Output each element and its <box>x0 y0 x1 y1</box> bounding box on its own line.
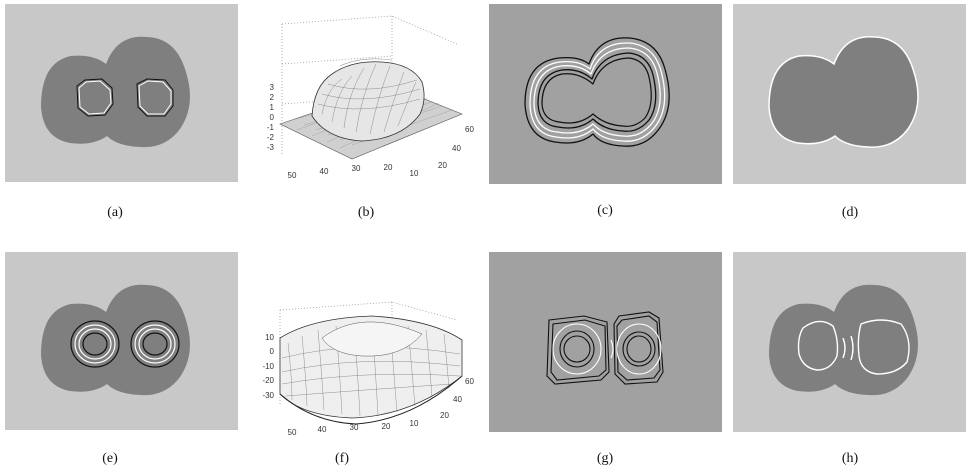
caption-b: (b) <box>357 205 375 220</box>
panel-g-image <box>489 252 722 432</box>
f-y-tick: 40 <box>453 395 462 404</box>
panel-c-image <box>489 4 722 184</box>
f-x-tick: 30 <box>350 423 359 432</box>
b-z-tick: -3 <box>267 143 275 152</box>
b-z-tick: 3 <box>270 83 275 92</box>
caption-h: (h) <box>841 451 859 466</box>
caption-c: (c) <box>597 203 613 218</box>
b-x-tick: 20 <box>384 163 393 172</box>
f-z-tick: -20 <box>262 376 274 385</box>
panel-a-image <box>5 4 238 182</box>
b-x-tick: 50 <box>288 171 297 180</box>
f-z-tick: 0 <box>270 347 275 356</box>
b-z-tick: -1 <box>267 123 275 132</box>
caption-e: (e) <box>102 451 118 466</box>
b-y-tick: 40 <box>452 144 461 153</box>
b-x-tick: 40 <box>320 167 329 176</box>
b-y-tick: 20 <box>438 161 447 170</box>
caption-g: (g) <box>596 451 614 466</box>
f-y-tick: 60 <box>465 377 474 386</box>
panel-d-image <box>733 4 966 184</box>
f-z-tick: -10 <box>262 362 274 371</box>
caption-a: (a) <box>107 205 123 220</box>
panel-h-image <box>733 252 966 432</box>
b-z-tick: 1 <box>270 103 275 112</box>
b-x-tick: 10 <box>410 169 419 178</box>
f-x-tick: 20 <box>382 422 391 431</box>
f-z-tick: -30 <box>262 391 274 400</box>
f-x-tick: 40 <box>318 425 327 434</box>
panel-b-surface-plot: 3 2 1 0 -1 -2 -3 50 40 30 20 10 60 40 20 <box>252 4 480 194</box>
b-x-tick: 30 <box>352 164 361 173</box>
b-y-tick: 60 <box>465 125 474 134</box>
caption-f: (f) <box>335 451 349 466</box>
f-x-tick: 50 <box>288 428 297 437</box>
caption-d: (d) <box>841 205 859 220</box>
f-z-tick: 10 <box>265 333 274 342</box>
b-z-tick: 0 <box>270 113 275 122</box>
b-z-tick: -2 <box>267 133 275 142</box>
b-z-tick: 2 <box>270 93 275 102</box>
panel-f-surface-plot: 10 0 -10 -20 -30 50 40 30 20 10 60 40 20 <box>252 298 480 448</box>
f-x-tick: 10 <box>410 419 419 428</box>
panel-e-image <box>5 252 238 430</box>
f-y-tick: 20 <box>440 411 449 420</box>
